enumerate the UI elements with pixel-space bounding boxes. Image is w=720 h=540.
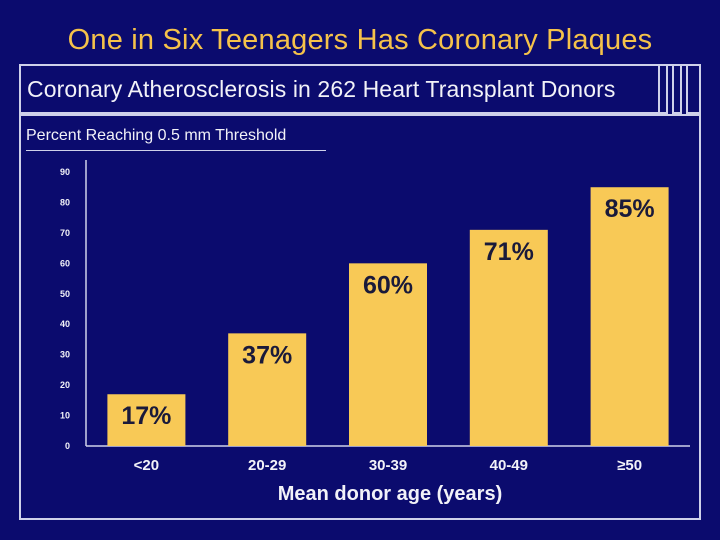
x-axis-title: Mean donor age (years): [277, 483, 503, 505]
decorative-bar: [686, 64, 701, 114]
bar-4: [590, 187, 669, 446]
y-axis-title: Percent Reaching 0.5 mm Threshold: [26, 127, 287, 144]
category-label-2: 30-39: [369, 457, 407, 474]
y-tick-label: 10: [60, 411, 70, 421]
value-label-2: 60%: [363, 271, 413, 299]
y-tick-label: 50: [60, 289, 70, 299]
category-label-4: ≥50: [617, 457, 642, 474]
y-tick-label: 90: [60, 167, 70, 177]
y-tick-label: 30: [60, 350, 70, 360]
y-axis-title-underline: [26, 150, 326, 151]
value-label-3: 71%: [484, 238, 534, 266]
value-label-4: 85%: [605, 195, 655, 223]
bars: [107, 187, 669, 446]
slide-title: One in Six Teenagers Has Coronary Plaque…: [67, 24, 653, 56]
category-label-1: 20-29: [248, 457, 286, 474]
decorative-bar: [658, 64, 668, 114]
y-tick-label: 0: [65, 441, 70, 451]
decorative-bar: [672, 64, 682, 114]
value-labels: 17% 37% 60% 71% 85%: [121, 195, 654, 430]
bar-1: [228, 333, 307, 446]
category-labels: <20 20-29 30-39 40-49 ≥50: [134, 457, 642, 474]
chart-title: Coronary Atherosclerosis in 262 Heart Tr…: [27, 76, 616, 102]
value-label-0: 17%: [121, 402, 171, 430]
y-axis-ticks: 0 10 20 30 40 50 60 70 80 90: [60, 167, 70, 451]
y-tick-label: 70: [60, 228, 70, 238]
y-tick-label: 40: [60, 319, 70, 329]
subtitle-box: [19, 64, 659, 114]
bar-3: [469, 229, 548, 446]
value-label-1: 37%: [242, 341, 292, 369]
y-tick-label: 60: [60, 258, 70, 268]
bar-0: [107, 394, 186, 446]
category-label-3: 40-49: [490, 457, 528, 474]
y-tick-label: 80: [60, 197, 70, 207]
header-divider: [19, 114, 701, 116]
bar-2: [349, 263, 427, 446]
category-label-0: <20: [134, 457, 159, 474]
y-tick-label: 20: [60, 380, 70, 390]
